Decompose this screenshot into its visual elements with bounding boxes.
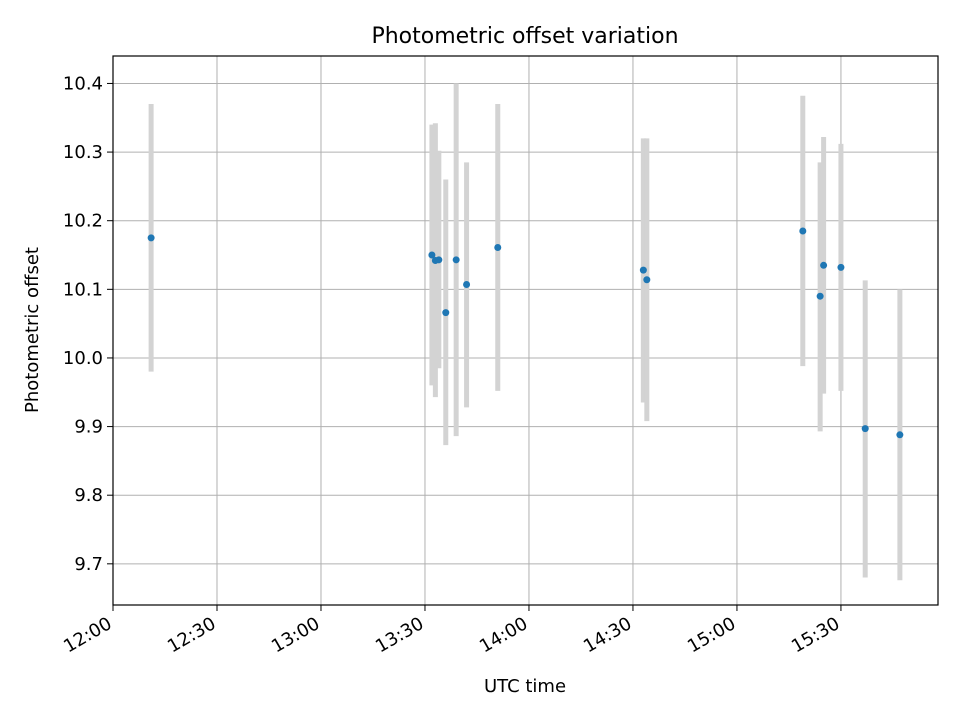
data-point <box>452 256 460 264</box>
y-tick-label: 9.8 <box>74 485 103 506</box>
data-point <box>816 292 824 300</box>
y-tick-label: 10.4 <box>63 73 103 94</box>
y-tick-label: 10.1 <box>63 279 103 300</box>
y-tick-label: 10.3 <box>63 142 103 163</box>
data-point <box>428 251 436 259</box>
y-axis-ticks: 9.7 9.8 9.9 10.0 10.1 10.2 10.3 10.4 <box>63 73 113 575</box>
plot-frame <box>112 55 939 606</box>
data-point <box>463 281 471 289</box>
data-point <box>147 234 155 242</box>
data-point <box>837 263 845 271</box>
y-tick-label: 10.2 <box>63 211 103 232</box>
data-point <box>639 266 647 274</box>
data-point <box>861 425 869 433</box>
data-point <box>799 227 807 235</box>
data-points <box>147 227 904 439</box>
y-axis-label: Photometric offset <box>22 247 43 413</box>
data-point <box>820 261 828 269</box>
data-point <box>494 243 502 251</box>
y-tick-label: 10.0 <box>63 348 103 369</box>
data-point <box>643 276 651 284</box>
data-point <box>442 309 450 317</box>
data-point <box>435 256 443 264</box>
y-tick-label: 9.9 <box>74 417 103 438</box>
chart-title: Photometric offset variation <box>371 24 678 49</box>
y-tick-label: 9.7 <box>74 554 103 575</box>
x-axis-label: UTC time <box>484 676 566 697</box>
data-point <box>896 431 904 439</box>
